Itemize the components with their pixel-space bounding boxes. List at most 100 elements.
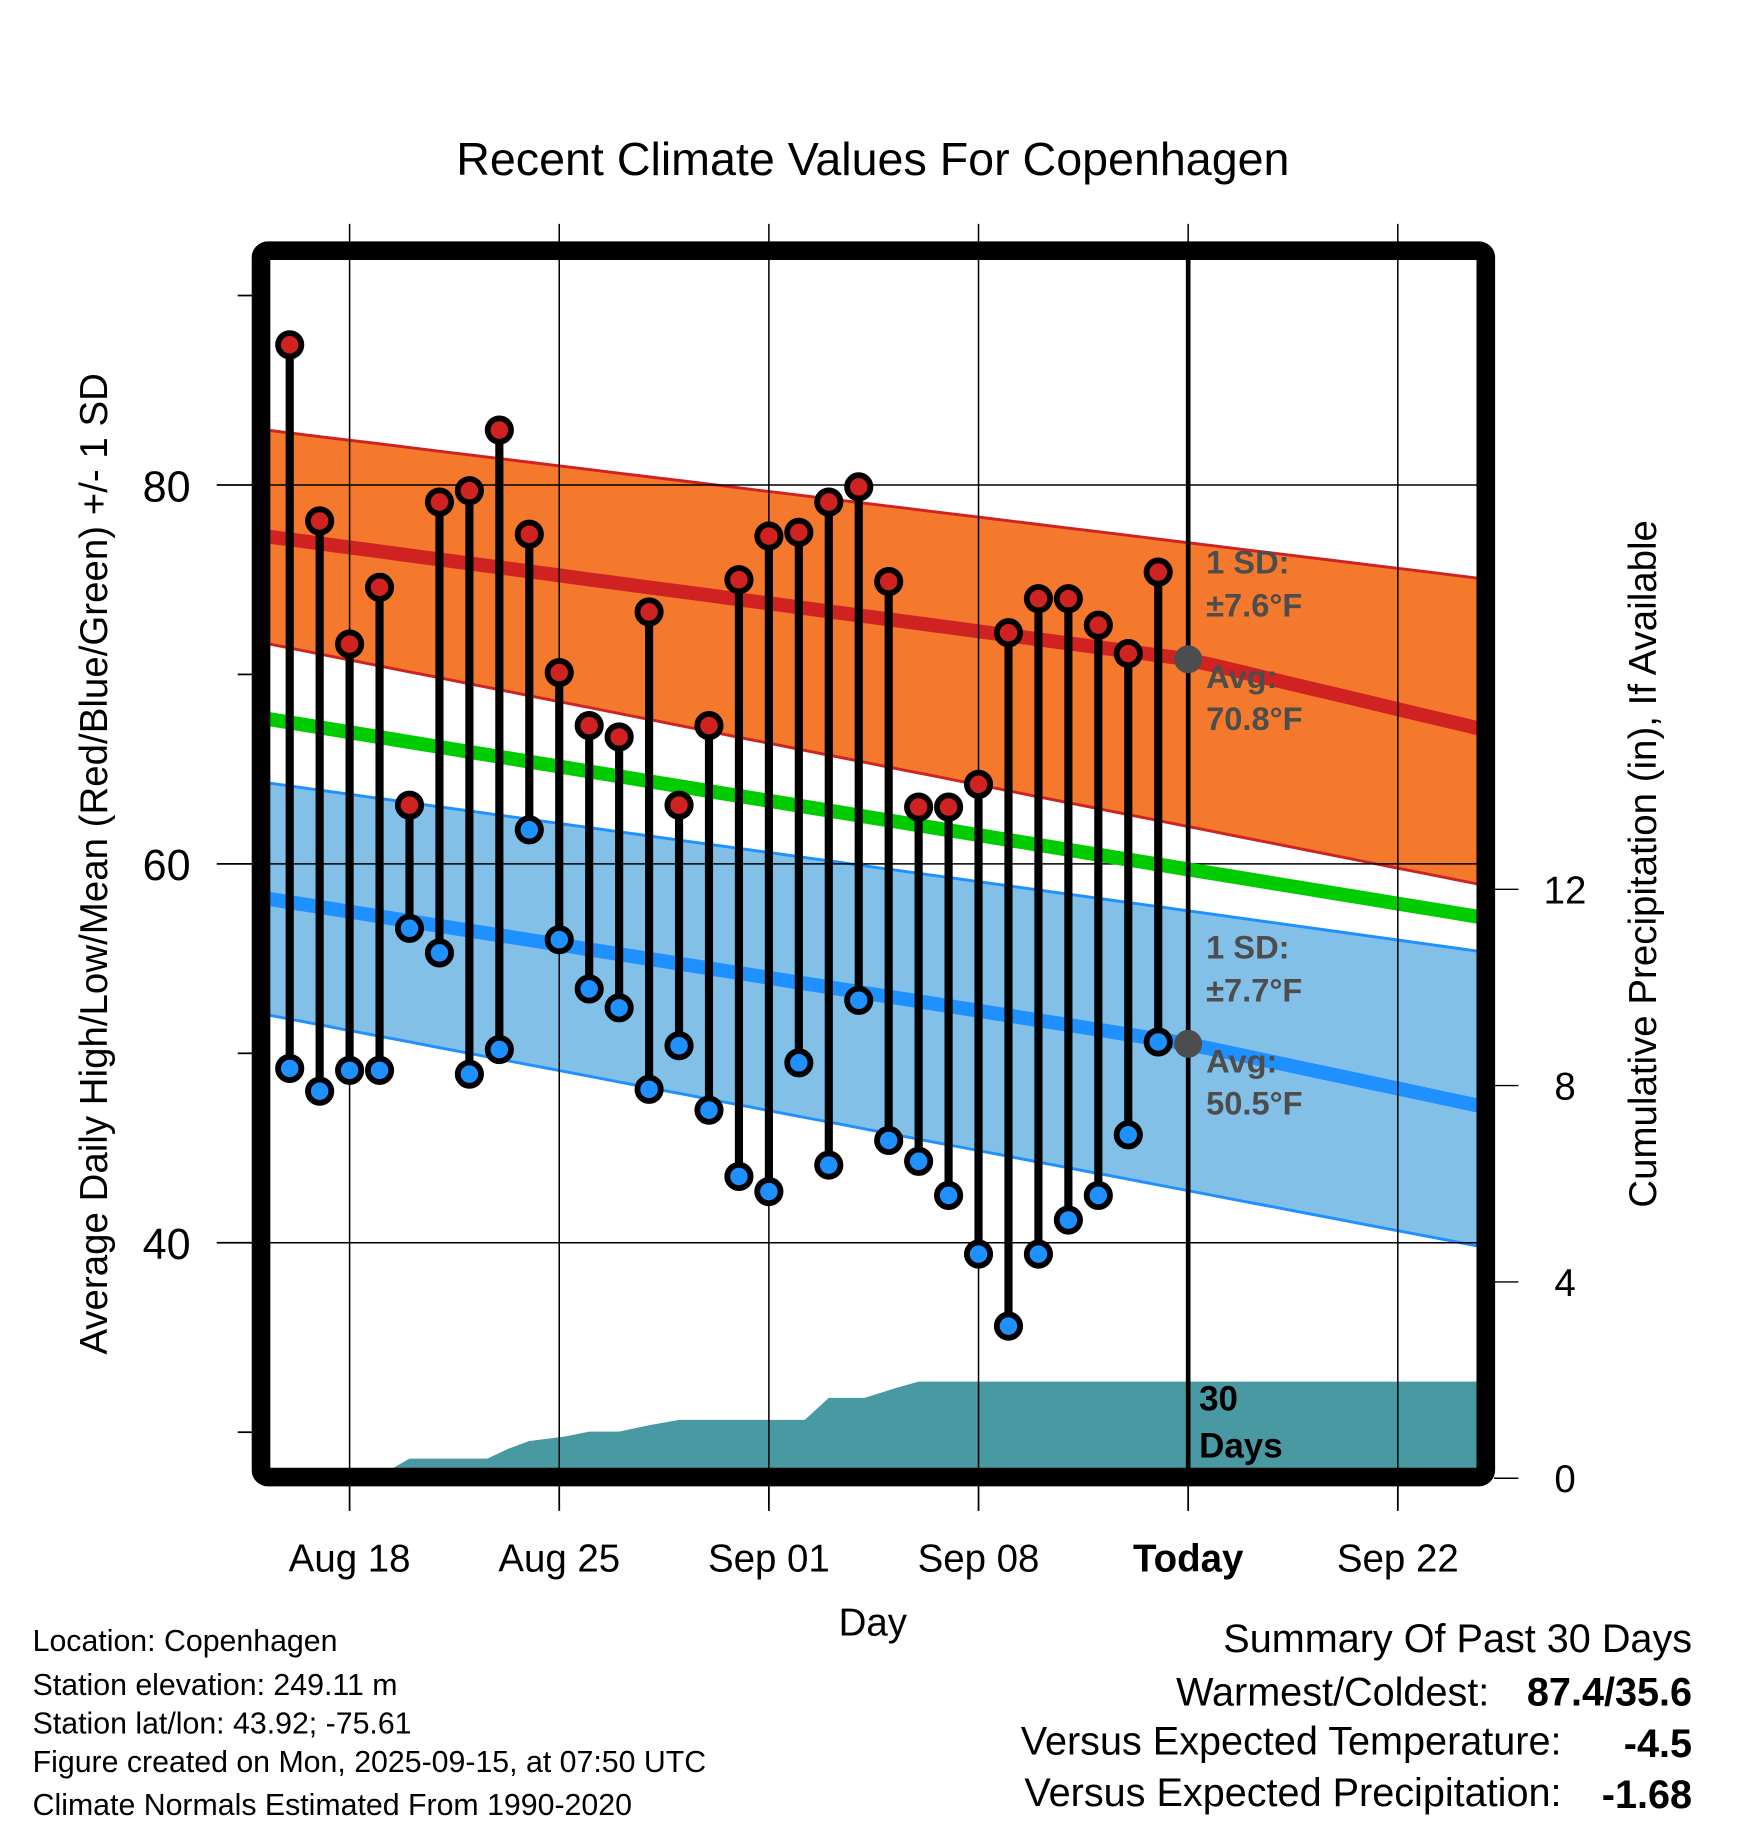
low-sd-value: ±7.7°F xyxy=(1206,971,1302,1008)
precip-area xyxy=(269,1381,1478,1469)
low-point xyxy=(335,1055,365,1085)
high-point xyxy=(275,330,305,360)
low-point xyxy=(1053,1205,1083,1235)
high-avg-label: Avg: xyxy=(1206,658,1277,695)
summary-warm-cold-label: Warmest/Coldest: xyxy=(1176,1671,1489,1715)
low-point xyxy=(1143,1027,1173,1057)
footer-elevation: Station elevation: 249.11 m xyxy=(33,1669,398,1702)
x-tick-label: Sep 22 xyxy=(1337,1538,1459,1581)
low-point xyxy=(454,1059,484,1089)
low-point xyxy=(874,1125,904,1156)
x-tick-label: Sep 01 xyxy=(708,1538,830,1581)
high-point xyxy=(305,506,335,536)
low-point xyxy=(904,1146,934,1176)
summary-precip-label: Versus Expected Precipitation: xyxy=(1024,1771,1561,1815)
low-point xyxy=(394,913,425,943)
low-avg-label: Avg: xyxy=(1206,1043,1277,1080)
summary-precip-value: -1.68 xyxy=(1602,1773,1692,1817)
high-sd-value: ±7.6°F xyxy=(1206,587,1302,624)
high-point xyxy=(1023,584,1053,614)
today-low-normal-marker xyxy=(1174,1029,1203,1058)
y2-tick-label: 12 xyxy=(1544,869,1587,912)
low-point xyxy=(1023,1239,1053,1269)
x-tick-label: Aug 25 xyxy=(498,1538,620,1581)
plot-area: 1 SD: ±7.6°F Avg: 70.8°F 1 SD: ±7.7°F Avg: 50.5… xyxy=(143,223,1587,1581)
x-tick-label: Aug 18 xyxy=(289,1538,411,1581)
summary-temp-label: Versus Expected Temperature: xyxy=(1021,1720,1562,1764)
low-point xyxy=(694,1095,724,1125)
footer-latlon: Station lat/lon: 43.92; -75.61 xyxy=(33,1708,412,1741)
normal-mean-line xyxy=(269,712,1478,924)
low-point xyxy=(424,938,455,968)
high-sd-band xyxy=(269,430,1478,885)
station-info: Location: Copenhagen Station elevation: … xyxy=(33,1625,707,1822)
low-sd-label: 1 SD: xyxy=(1206,928,1289,965)
y-tick-label: 40 xyxy=(143,1221,191,1269)
high-point xyxy=(993,618,1024,648)
low-point xyxy=(574,974,604,1004)
low-point xyxy=(754,1177,784,1207)
high-point xyxy=(694,711,724,741)
high-sd-band-lower-edge xyxy=(269,642,1478,886)
low-point xyxy=(275,1053,305,1084)
low-sd-band-upper-edge xyxy=(269,781,1478,953)
precip-days-label: Days xyxy=(1199,1426,1283,1465)
y-tick-label: 60 xyxy=(143,842,191,890)
high-point xyxy=(394,790,425,820)
summary-warm-cold-value: 87.4/35.6 xyxy=(1527,1671,1692,1715)
low-point xyxy=(664,1031,694,1061)
today-high-normal-marker xyxy=(1174,645,1203,674)
low-sd-band-lower-edge xyxy=(269,1013,1478,1248)
x-tick-label: Sep 08 xyxy=(918,1538,1040,1581)
low-point xyxy=(724,1161,754,1192)
footer-normals: Climate Normals Estimated From 1990-2020 xyxy=(33,1789,632,1822)
y2-tick-label: 0 xyxy=(1554,1458,1575,1501)
high-point xyxy=(844,472,874,502)
low-point xyxy=(364,1055,395,1085)
y2-tick-label: 4 xyxy=(1554,1262,1575,1305)
high-point xyxy=(1143,557,1173,587)
high-point xyxy=(904,792,934,822)
y2-tick-label: 8 xyxy=(1554,1066,1575,1109)
y-axis-label: Average Daily High/Low/Mean (Red/Blue/Gr… xyxy=(73,373,116,1355)
high-point xyxy=(874,567,904,597)
low-point xyxy=(484,1034,514,1065)
low-sd-band xyxy=(269,783,1478,1246)
high-point xyxy=(514,519,544,549)
x-axis-label: Day xyxy=(839,1602,908,1645)
low-point xyxy=(934,1180,964,1210)
normal-high-line xyxy=(269,529,1478,736)
low-point xyxy=(993,1311,1024,1341)
high-point xyxy=(934,792,964,822)
high-point xyxy=(1113,639,1143,669)
low-point xyxy=(784,1048,814,1078)
footer-location: Location: Copenhagen xyxy=(33,1625,338,1658)
y-tick-label: 80 xyxy=(143,463,191,511)
high-point xyxy=(814,487,844,517)
high-point xyxy=(484,415,514,445)
x-tick-label: Today xyxy=(1133,1538,1244,1581)
footer-created: Figure created on Mon, 2025-09-15, at 07… xyxy=(33,1746,707,1779)
summary-panel: Summary Of Past 30 Days Warmest/Coldest:… xyxy=(1021,1617,1692,1817)
high-point xyxy=(1053,584,1083,614)
high-point xyxy=(454,476,484,506)
high-point xyxy=(664,790,694,820)
low-point xyxy=(814,1150,844,1180)
high-point xyxy=(424,487,455,517)
high-point xyxy=(963,769,994,799)
low-point xyxy=(544,925,574,955)
low-point xyxy=(604,993,634,1023)
plot-inner xyxy=(269,428,1478,1469)
precip-days-number: 30 xyxy=(1199,1380,1238,1419)
high-point xyxy=(1083,610,1113,640)
summary-temp-value: -4.5 xyxy=(1624,1722,1692,1766)
y2-axis-label: Cumulative Precipitation (in), If Availa… xyxy=(1622,520,1665,1208)
low-point xyxy=(844,985,874,1015)
high-point xyxy=(335,629,365,659)
high-point xyxy=(574,711,604,741)
high-point xyxy=(724,565,754,595)
summary-title: Summary Of Past 30 Days xyxy=(1223,1617,1692,1661)
chart-title: Recent Climate Values For Copenhagen xyxy=(456,133,1289,185)
low-point xyxy=(634,1074,664,1104)
